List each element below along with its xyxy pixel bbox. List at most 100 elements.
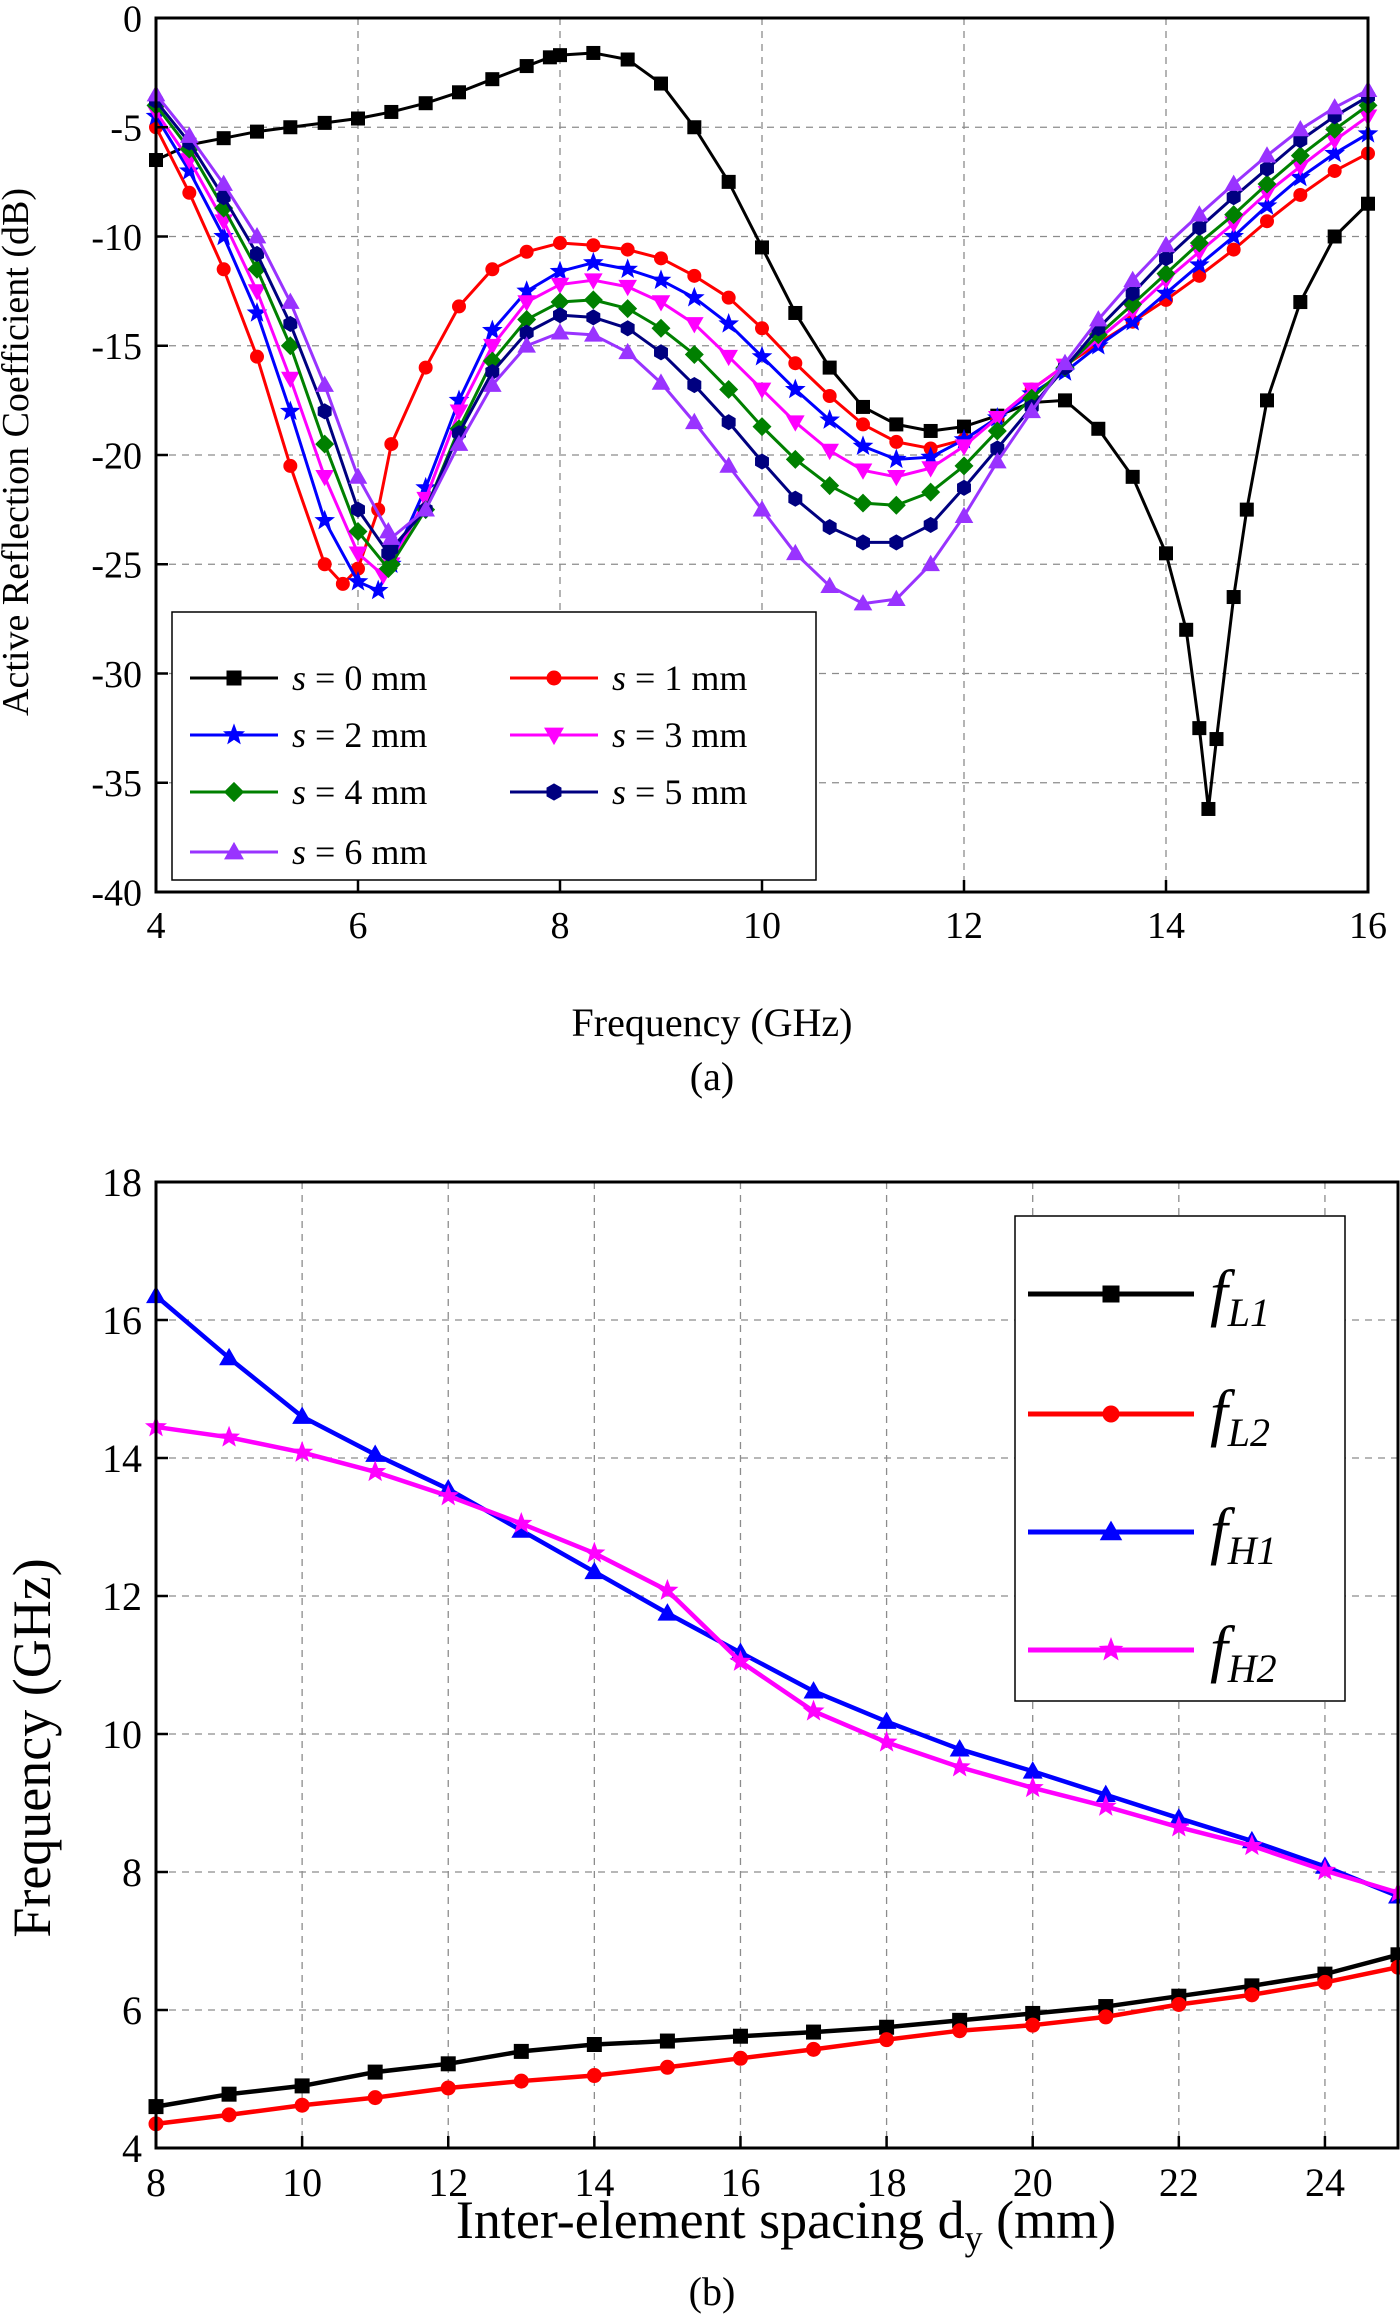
data-point — [1167, 1815, 1190, 1837]
data-point — [418, 360, 433, 375]
data-point — [250, 124, 264, 139]
data-point — [553, 48, 567, 63]
data-point — [416, 500, 435, 517]
data-point — [1125, 285, 1140, 302]
data-point — [586, 2037, 602, 2052]
data-point — [651, 295, 671, 312]
chart-b-x-axis-title: Inter-element spacing dy (mm) — [456, 2190, 1116, 2258]
data-point — [1290, 166, 1311, 187]
data-point — [620, 52, 635, 67]
data-point — [292, 1406, 313, 1424]
legend-marker — [544, 727, 564, 746]
data-point — [684, 286, 705, 307]
data-point — [452, 299, 466, 314]
x-tick-label: 12 — [428, 2160, 468, 2205]
data-point — [179, 160, 200, 180]
data-point — [887, 470, 906, 487]
legend-label: s = 3 mm — [612, 715, 747, 755]
data-point — [1223, 225, 1244, 246]
series-s-2-mm — [145, 105, 1379, 600]
y-tick-label: 12 — [102, 1574, 142, 1619]
data-point — [1179, 622, 1194, 637]
chart-b-ticks: 8 10 12 14 16 18 20 22 24 4 6 8 10 12 14 16 18 — [102, 1160, 1345, 2205]
data-point — [519, 244, 534, 259]
data-point — [180, 126, 199, 143]
series-line — [154, 111, 1369, 577]
data-point — [437, 1484, 460, 1506]
legend-label-sub: L2 — [1227, 1410, 1270, 1455]
data-point — [687, 268, 702, 283]
data-point — [921, 482, 941, 502]
chart-a-series — [145, 45, 1379, 816]
data-point — [586, 2068, 602, 2084]
data-point — [283, 120, 298, 135]
data-point — [1313, 1859, 1336, 1880]
data-point — [1098, 2009, 1114, 2025]
legend-label: s = 1 mm — [612, 658, 747, 698]
data-point — [856, 534, 870, 551]
data-point — [1156, 235, 1176, 253]
series-line — [155, 1965, 1399, 2127]
data-point — [384, 437, 399, 452]
data-point — [856, 417, 870, 432]
data-point — [219, 1347, 240, 1366]
data-point — [654, 251, 668, 266]
data-point — [482, 319, 503, 340]
data-point — [315, 434, 335, 454]
data-point — [719, 456, 738, 473]
legend-label-sub: H2 — [1227, 1646, 1277, 1691]
data-point — [584, 1561, 605, 1580]
data-point — [553, 307, 567, 324]
data-point — [294, 2097, 310, 2113]
data-point — [1021, 1776, 1044, 1798]
x-tick-label: 14 — [1147, 905, 1185, 947]
data-point — [987, 421, 1007, 441]
data-point — [988, 452, 1007, 469]
legend-marker — [223, 781, 245, 803]
data-point — [418, 96, 433, 111]
data-point — [317, 557, 332, 572]
y-tick-label: 10 — [102, 1712, 142, 1757]
data-point — [853, 493, 873, 513]
chart-b-x-axis-title-main: Inter-element spacing d — [456, 2190, 965, 2250]
data-point — [729, 1649, 752, 1671]
legend-entry-s-4-mm: s = 4 mm — [190, 772, 427, 812]
data-point — [281, 292, 300, 309]
data-point — [586, 238, 601, 253]
legend-marker — [1098, 1636, 1124, 1661]
data-point — [923, 423, 938, 438]
data-point — [879, 2019, 895, 2035]
data-point — [314, 509, 335, 530]
x-tick-label: 22 — [1159, 2160, 1199, 2205]
y-tick-label: -25 — [91, 545, 142, 587]
data-point — [216, 262, 231, 277]
data-point — [182, 185, 197, 200]
data-point — [550, 277, 570, 295]
data-point — [1226, 189, 1241, 206]
legend-entry-s-3-mm: s = 3 mm — [510, 715, 747, 755]
series-s-5-mm — [149, 88, 1375, 562]
data-point — [216, 131, 231, 146]
y-tick-label: -10 — [91, 217, 142, 259]
data-point — [719, 349, 738, 367]
x-tick-label: 24 — [1305, 2160, 1345, 2205]
data-point — [315, 470, 334, 487]
data-point — [384, 104, 399, 119]
data-point — [654, 344, 668, 361]
x-tick-label: 8 — [551, 905, 570, 947]
legend-marker — [546, 670, 562, 686]
data-point — [449, 434, 469, 451]
legend-marker — [222, 723, 246, 745]
data-point — [852, 435, 874, 456]
data-point — [651, 373, 671, 390]
chart-b-y-axis-title: Frequency (GHz) — [2, 1558, 62, 1937]
data-point — [221, 2107, 237, 2123]
data-point — [752, 417, 772, 437]
data-point — [1244, 1987, 1260, 2003]
data-point — [853, 463, 873, 480]
data-point — [1290, 146, 1310, 166]
data-point — [553, 236, 567, 251]
data-point — [1209, 732, 1224, 747]
series-fl2 — [148, 1959, 1400, 2132]
